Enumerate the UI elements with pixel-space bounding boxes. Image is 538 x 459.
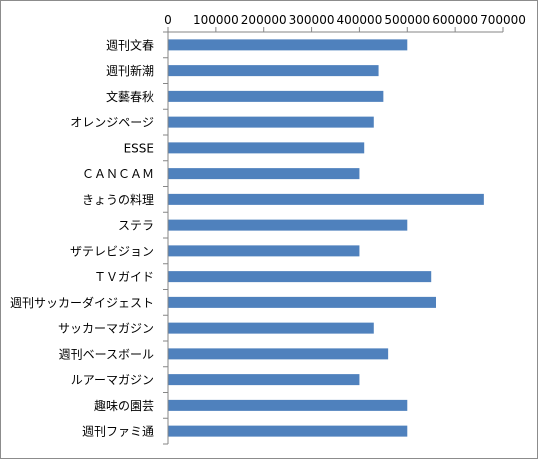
category-label: 文藝春秋 — [106, 89, 154, 104]
bar — [168, 219, 408, 231]
bar — [168, 425, 408, 437]
bar — [168, 245, 360, 257]
category-label: 趣味の園芸 — [94, 398, 154, 413]
bar — [168, 142, 365, 154]
x-tick-label: 0 — [164, 13, 172, 27]
x-tick-label: 100000 — [193, 13, 239, 27]
bar — [168, 65, 379, 77]
bar — [168, 296, 436, 308]
category-label: 週刊サッカーダイジェスト — [10, 295, 154, 310]
bar — [168, 322, 374, 334]
category-label: ステラ — [118, 219, 154, 233]
category-label: 週刊ファミ通 — [82, 425, 154, 439]
bar — [168, 374, 360, 386]
bar — [168, 193, 484, 205]
category-label: 週刊ベースボール — [59, 347, 154, 361]
category-label: ルアーマガジン — [71, 373, 154, 387]
category-label: オレンジページ — [70, 116, 154, 130]
x-tick-label: 300000 — [289, 13, 335, 27]
x-tick-label: 200000 — [241, 13, 287, 27]
category-label: ザテレビジョン — [70, 244, 154, 258]
x-tick-label: 700000 — [480, 13, 526, 27]
bar — [168, 90, 384, 102]
bar — [168, 116, 374, 128]
bar — [168, 271, 432, 283]
category-label: ＴＶガイド — [94, 270, 154, 284]
category-label: 週刊新潮 — [106, 63, 154, 78]
category-label: ESSE — [124, 141, 154, 155]
x-tick-label: 500000 — [384, 13, 430, 27]
category-label: 週刊文春 — [106, 37, 154, 52]
category-label: ＣＡＮＣＡＭ — [82, 167, 154, 181]
bar — [168, 39, 408, 51]
bar — [168, 168, 360, 180]
x-tick-label: 600000 — [432, 13, 478, 27]
bar — [168, 399, 408, 411]
category-label: きょうの料理 — [82, 193, 154, 207]
x-tick-label: 400000 — [337, 13, 383, 27]
category-label: サッカーマガジン — [58, 322, 154, 336]
bar — [168, 348, 389, 360]
